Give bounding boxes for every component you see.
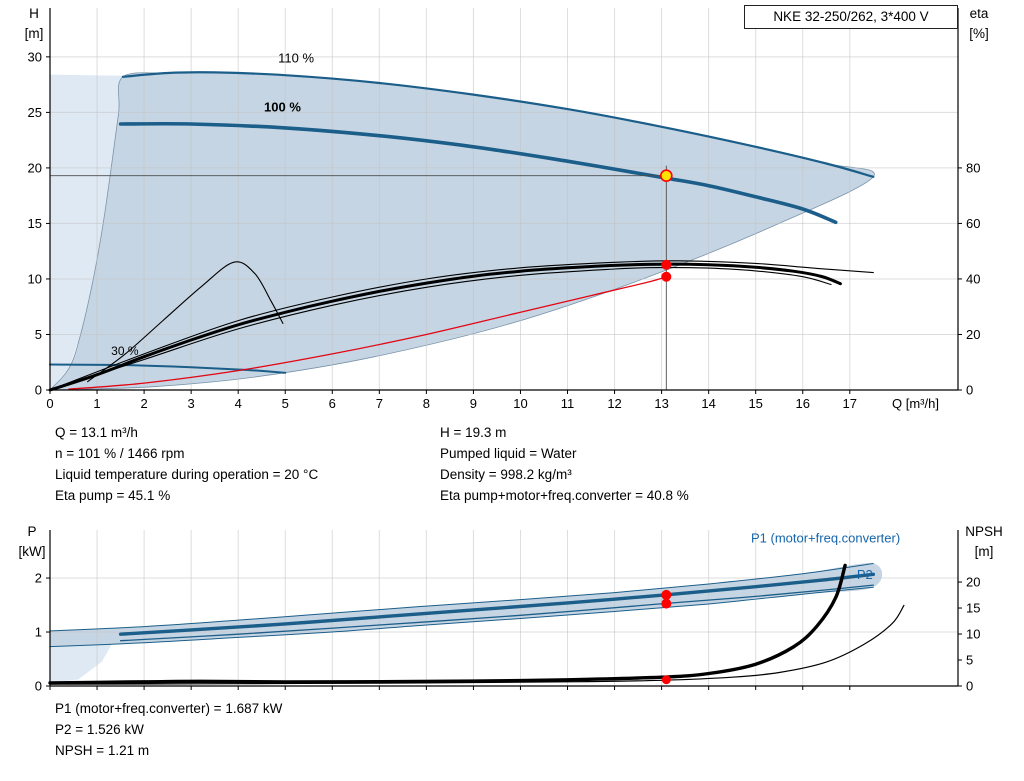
x-tick-label: 12 <box>607 396 621 411</box>
x-tick-label: 17 <box>843 396 857 411</box>
y-left-tick-label: 0 <box>35 383 42 398</box>
x-tick-label: 1 <box>93 396 100 411</box>
p-axis-title: P [kW] <box>10 522 54 562</box>
eta-pump-point <box>661 259 672 270</box>
curve-label: 110 % <box>278 50 314 65</box>
eta-band-upper <box>49 260 874 391</box>
x-tick-label: 10 <box>513 396 527 411</box>
h-axis-title-symbol: H <box>29 6 39 21</box>
duty-speed-text: n = 101 % / 1466 rpm <box>55 446 185 461</box>
x-tick-label: 2 <box>140 396 147 411</box>
duty-head-text: H = 19.3 m <box>440 425 507 440</box>
npsh-point <box>661 675 671 685</box>
x-tick-label: 3 <box>188 396 195 411</box>
x-tick-label: 5 <box>282 396 289 411</box>
speed-curve-110 <box>121 71 875 178</box>
speed-curve-30 <box>49 363 287 374</box>
y-right-tick-label: 20 <box>966 327 980 342</box>
result-p2-text: P2 = 1.526 kW <box>55 722 144 737</box>
curve-label: 100 % <box>264 99 301 114</box>
p1-band-upper-edge <box>49 563 874 632</box>
duty-density-text: Density = 998.2 kg/m³ <box>440 467 572 482</box>
x-tick-label: 4 <box>235 396 242 411</box>
y-right-tick-label: 40 <box>966 271 980 286</box>
duty-results: P1 (motor+freq.converter) = 1.687 kW P2 … <box>55 698 282 761</box>
npsh-axis-title-symbol: NPSH <box>965 524 1003 539</box>
curve-label: P2 <box>857 567 873 582</box>
y-left-tick-label: 10 <box>28 271 42 286</box>
y-right-tick-label: 10 <box>966 627 980 642</box>
y-left-tick-label: 25 <box>28 105 42 120</box>
y-left-tick-label: 15 <box>28 216 42 231</box>
eta-axis-title: eta [%] <box>956 4 1002 44</box>
duty-flow-text: Q = 13.1 m³/h <box>55 425 138 440</box>
x-tick-label: 0 <box>46 396 53 411</box>
p1-curve <box>118 572 875 636</box>
curve-label: 30 % <box>111 344 139 358</box>
y-right-tick-label: 20 <box>966 575 980 590</box>
npsh-axis-title-unit: [m] <box>974 544 994 559</box>
x-tick-label: 8 <box>423 396 430 411</box>
p1-point <box>661 589 672 600</box>
p1-band-lower-edge <box>49 586 874 648</box>
y-right-tick-label: 5 <box>966 653 973 668</box>
speed-curve-100 <box>118 121 838 225</box>
result-npsh-text: NPSH = 1.21 m <box>55 743 150 758</box>
pump-title-box: NKE 32-250/262, 3*400 V <box>744 5 958 29</box>
eta-pump-curve <box>48 262 842 392</box>
duty-conditions-right: H = 19.3 m Pumped liquid = Water Density… <box>440 422 689 506</box>
x-tick-label: 15 <box>748 396 762 411</box>
eta-band-lower <box>49 266 832 391</box>
result-p1-text: P1 (motor+freq.converter) = 1.687 kW <box>55 701 283 716</box>
x-tick-label: 6 <box>329 396 336 411</box>
x-axis-unit-label: Q [m³/h] <box>892 396 939 411</box>
x-tick-label: 7 <box>376 396 383 411</box>
y-left-tick-label: 2 <box>35 571 42 586</box>
x-tick-label: 9 <box>470 396 477 411</box>
x-tick-label: 11 <box>561 396 575 411</box>
eta-curve-30 <box>87 261 284 383</box>
y-right-tick-label: 80 <box>966 160 980 175</box>
eta-axis-title-symbol: eta <box>969 6 989 21</box>
curve-label: P1 (motor+freq.converter) <box>751 530 900 545</box>
h-axis-title-unit: [m] <box>24 26 44 41</box>
npsh-axis-title: NPSH [m] <box>954 522 1014 562</box>
pump-title: NKE 32-250/262, 3*400 V <box>773 9 929 24</box>
eta-axis-title-unit: [%] <box>969 26 989 41</box>
npsh-curve-thick <box>48 563 847 685</box>
h-axis-title: H [m] <box>14 4 54 44</box>
y-left-tick-label: 5 <box>35 327 42 342</box>
duty-point <box>660 169 673 182</box>
p-axis-title-unit: [kW] <box>18 544 46 559</box>
y-left-tick-label: 20 <box>28 160 42 175</box>
eta-control-curve <box>68 276 667 390</box>
p-axis-title-symbol: P <box>27 524 37 539</box>
p2-curve <box>119 584 874 642</box>
duty-eta-pump-text: Eta pump = 45.1 % <box>55 488 171 503</box>
p2-point <box>661 598 672 609</box>
operating-envelope-light <box>50 74 123 390</box>
duty-liquid-text: Pumped liquid = Water <box>440 446 577 461</box>
duty-eta-total-text: Eta pump+motor+freq.converter = 40.8 % <box>440 488 689 503</box>
y-right-tick-label: 0 <box>966 383 973 398</box>
x-tick-label: 13 <box>654 396 668 411</box>
x-tick-label: 16 <box>796 396 810 411</box>
y-right-tick-label: 15 <box>966 601 980 616</box>
p1-band <box>50 563 883 647</box>
y-right-tick-label: 0 <box>966 679 973 694</box>
y-left-tick-label: 0 <box>35 679 42 694</box>
x-tick-label: 14 <box>701 396 715 411</box>
eta-total-point <box>661 271 672 282</box>
y-right-tick-label: 60 <box>966 216 980 231</box>
duty-temperature-text: Liquid temperature during operation = 20… <box>55 467 319 482</box>
y-left-tick-label: 1 <box>35 625 42 640</box>
y-left-tick-label: 30 <box>28 49 42 64</box>
duty-conditions-left: Q = 13.1 m³/h n = 101 % / 1466 rpm Liqui… <box>55 422 318 506</box>
